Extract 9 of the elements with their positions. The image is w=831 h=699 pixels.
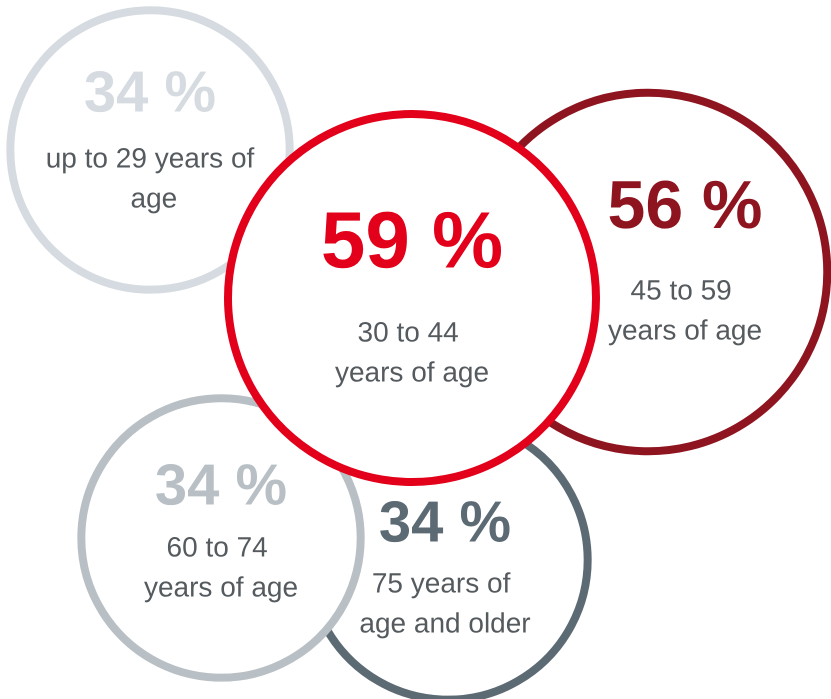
data-label: 56 %: [608, 167, 762, 243]
category-label: 30 to 44 years of age: [334, 316, 490, 388]
data-label: 59 %: [320, 196, 504, 284]
category-label: 45 to 59 years of age: [608, 274, 762, 346]
category-label: 60 to 74 years of age: [144, 532, 298, 602]
data-label: 34 %: [154, 452, 288, 518]
data-label: 34 %: [378, 490, 512, 554]
category-label: 75 years of age and older: [359, 568, 531, 638]
category-label: up to 29 years of age: [46, 142, 255, 214]
